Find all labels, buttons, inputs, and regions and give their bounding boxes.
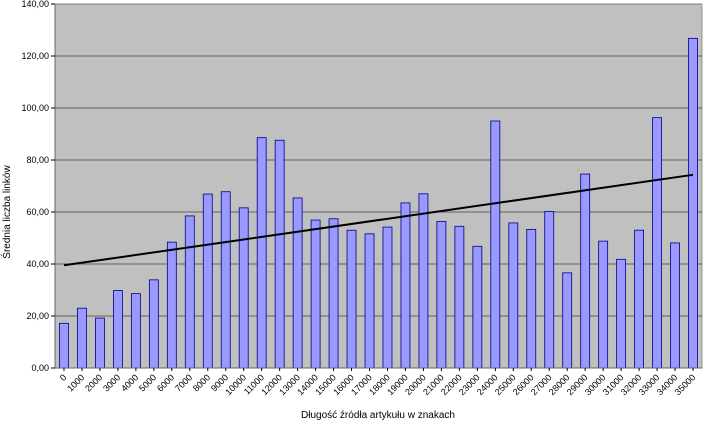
bar xyxy=(400,202,411,369)
x-tick-label: 8000 xyxy=(191,372,212,393)
x-tick-label: 5000 xyxy=(137,372,158,393)
bar xyxy=(256,137,267,369)
bar xyxy=(328,218,339,369)
bar xyxy=(652,117,662,369)
bar xyxy=(238,207,249,369)
bar xyxy=(562,272,573,369)
bar xyxy=(148,279,159,369)
axes xyxy=(54,3,703,369)
x-axis-title: Długość źródła artykułu w znakach xyxy=(301,410,455,421)
bar xyxy=(670,242,680,369)
bar xyxy=(526,229,537,369)
bar xyxy=(634,229,644,369)
plot-border xyxy=(54,3,703,369)
plot-background xyxy=(55,4,702,368)
y-tick-label: 60,00 xyxy=(26,207,49,217)
y-tick-label: 20,00 xyxy=(26,311,49,321)
y-tick-label: 80,00 xyxy=(26,155,49,165)
x-tick-label: 1000 xyxy=(65,372,86,393)
bar xyxy=(184,215,195,369)
bar xyxy=(688,37,698,369)
bar xyxy=(598,240,609,369)
bar xyxy=(113,290,123,369)
bar xyxy=(220,191,231,369)
bar xyxy=(472,245,483,369)
bar xyxy=(292,197,303,369)
x-tick-label: 2000 xyxy=(83,372,104,393)
x-tick-label: 3000 xyxy=(101,372,122,393)
bar xyxy=(274,139,285,369)
x-tick-label: 7000 xyxy=(173,372,194,393)
bars xyxy=(59,37,698,369)
bar xyxy=(508,222,519,369)
plot-area xyxy=(55,4,702,368)
bar xyxy=(310,219,321,369)
y-tick-label: 0,00 xyxy=(31,363,49,373)
bar xyxy=(418,193,429,369)
bar xyxy=(59,322,69,369)
bar xyxy=(364,233,375,369)
y-tick-label: 100,00 xyxy=(21,103,49,113)
x-tick-label: 6000 xyxy=(155,372,176,393)
bar xyxy=(490,120,501,369)
y-tick-label: 120,00 xyxy=(21,51,49,61)
x-tick-label: 4000 xyxy=(119,372,140,393)
bar xyxy=(544,211,555,369)
bar xyxy=(166,241,177,369)
trendline-line xyxy=(63,173,694,267)
y-tick-label: 40,00 xyxy=(26,259,49,269)
x-tick-label: 0 xyxy=(58,372,69,383)
bar xyxy=(130,293,141,369)
bar xyxy=(202,193,213,369)
bar xyxy=(77,307,87,369)
y-axis-title: Średnia liczba linków xyxy=(0,165,13,259)
x-tick-labels: 0100020003000400050006000700080009000100… xyxy=(58,368,698,397)
y-tick-label: 140,00 xyxy=(21,0,49,9)
bar xyxy=(616,258,627,369)
bar xyxy=(454,225,465,369)
x-tick-label: 35000 xyxy=(673,372,698,397)
bar xyxy=(382,226,393,369)
y-tick-labels: 0,00 20,00 40,00 60,00 80,00 100,00 120,00 140,… xyxy=(21,0,55,373)
bar xyxy=(580,173,591,369)
bar xyxy=(95,317,105,369)
trendline xyxy=(63,173,694,267)
bar xyxy=(436,220,447,369)
bar xyxy=(346,229,357,369)
